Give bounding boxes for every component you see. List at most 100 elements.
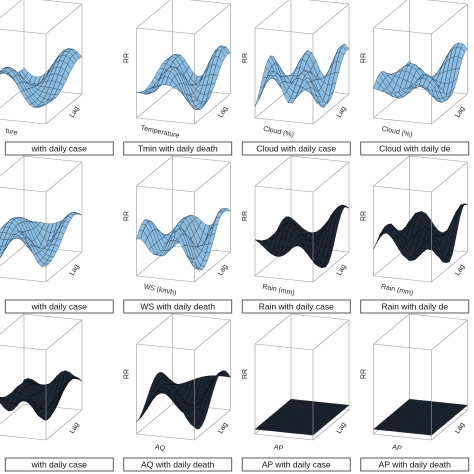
panel: Temperature Lag RR Tmin with daily death xyxy=(123,0,233,156)
surface-strip xyxy=(401,403,463,412)
surface-strip xyxy=(277,407,340,417)
y-axis-label: RR xyxy=(242,211,249,221)
box-edge xyxy=(254,433,314,441)
panel: AQ Lag RR AQ with daily death xyxy=(123,313,233,472)
box-edge xyxy=(431,409,468,441)
box-edge xyxy=(254,313,292,345)
box-edge xyxy=(431,251,468,283)
surface-strip xyxy=(383,418,445,427)
y-axis-label: RR xyxy=(124,369,131,379)
y-axis-label: RR xyxy=(242,53,249,63)
box-edge xyxy=(0,276,47,283)
caption-box xyxy=(241,299,351,314)
surface-strip xyxy=(375,424,438,434)
box-edge xyxy=(45,93,83,125)
box-edge xyxy=(136,185,195,193)
box-edge xyxy=(194,93,231,125)
box-edge xyxy=(373,0,408,29)
surface-strip xyxy=(275,409,337,419)
caption-box xyxy=(360,457,470,472)
box-edge xyxy=(188,0,231,5)
surface-strip xyxy=(264,418,327,427)
panel: Cloud (%) Lag RR Cloud with daily de xyxy=(360,0,470,156)
surface-strip xyxy=(136,76,198,102)
box-edge xyxy=(373,433,432,441)
surface-strip xyxy=(269,414,332,423)
box-edge xyxy=(431,161,468,193)
box-edge xyxy=(409,313,468,321)
box-edge xyxy=(0,434,47,441)
x-axis-label: Cloud (%) xyxy=(262,126,294,139)
box-edge xyxy=(373,155,410,187)
box-edge xyxy=(312,409,350,441)
surface-strip xyxy=(136,230,198,269)
caption-box xyxy=(4,299,114,314)
box-edge xyxy=(0,245,25,267)
caption: Rain with daily case xyxy=(259,302,334,312)
surface-strip xyxy=(0,396,49,421)
caption: Tmin with daily death xyxy=(138,144,218,154)
surface-strip xyxy=(403,401,466,410)
surface-strip xyxy=(393,409,456,419)
box-edge xyxy=(254,155,292,187)
x-axis-label: Rain (mm) xyxy=(262,283,295,297)
panel: ture Lag with daily case xyxy=(0,0,114,156)
caption: AQ with daily death xyxy=(141,460,215,470)
y-axis-label: RR xyxy=(361,369,368,379)
surface-strip xyxy=(391,411,453,421)
box-edge xyxy=(194,319,231,351)
surface-strip xyxy=(254,70,316,107)
box-edge xyxy=(373,313,410,345)
box-edge xyxy=(431,3,468,35)
box-edge xyxy=(194,161,231,193)
caption-box xyxy=(4,457,114,472)
box-edge xyxy=(373,117,432,125)
panel: Rain (mm) Lag RR Rain with daily de xyxy=(360,155,470,314)
box-edge xyxy=(431,319,468,351)
caption-box xyxy=(360,141,470,156)
box-edge xyxy=(172,155,231,163)
surface-strip xyxy=(136,384,198,430)
box-edge xyxy=(0,186,47,193)
box-edge xyxy=(373,275,432,283)
box-edge xyxy=(0,403,25,425)
box-edge xyxy=(312,251,350,283)
x-axis-label: WS (km/h) xyxy=(143,283,177,297)
box-edge xyxy=(254,117,314,125)
lag-label: Lag xyxy=(217,105,229,119)
caption: Cloud with daily de xyxy=(379,144,451,154)
surface-strip xyxy=(406,399,468,408)
box-edge xyxy=(136,403,173,435)
box-edge xyxy=(136,313,173,345)
box-edge xyxy=(194,409,231,441)
box-edge xyxy=(254,27,314,35)
box-edge xyxy=(431,93,468,125)
y-axis-label: RR xyxy=(361,53,368,63)
caption: with daily case xyxy=(31,302,88,312)
x-axis-label: Temperature xyxy=(140,125,180,140)
box-edge xyxy=(307,0,350,5)
surface-strip xyxy=(0,67,49,108)
caption-box xyxy=(123,457,233,472)
y-axis-label: RR xyxy=(361,211,368,221)
panel: Rain (mm) Lag RR Rain with daily case xyxy=(241,155,351,314)
lag-label: Lag xyxy=(69,421,81,435)
box-edge xyxy=(312,93,350,125)
box-edge xyxy=(0,118,47,125)
box-edge xyxy=(45,161,83,193)
surface-strip xyxy=(373,225,435,261)
box-edge xyxy=(136,155,173,187)
box-edge xyxy=(23,155,83,163)
lag-label: Lag xyxy=(336,263,348,277)
box-edge xyxy=(0,28,47,35)
box-edge xyxy=(373,27,432,35)
caption-box xyxy=(123,141,233,156)
surface-strip xyxy=(280,405,342,414)
box-edge xyxy=(0,313,25,335)
box-edge xyxy=(194,251,231,283)
box-edge xyxy=(290,155,350,163)
surface-strip xyxy=(285,401,347,410)
box-edge xyxy=(194,3,231,35)
surface-strip xyxy=(287,399,350,408)
